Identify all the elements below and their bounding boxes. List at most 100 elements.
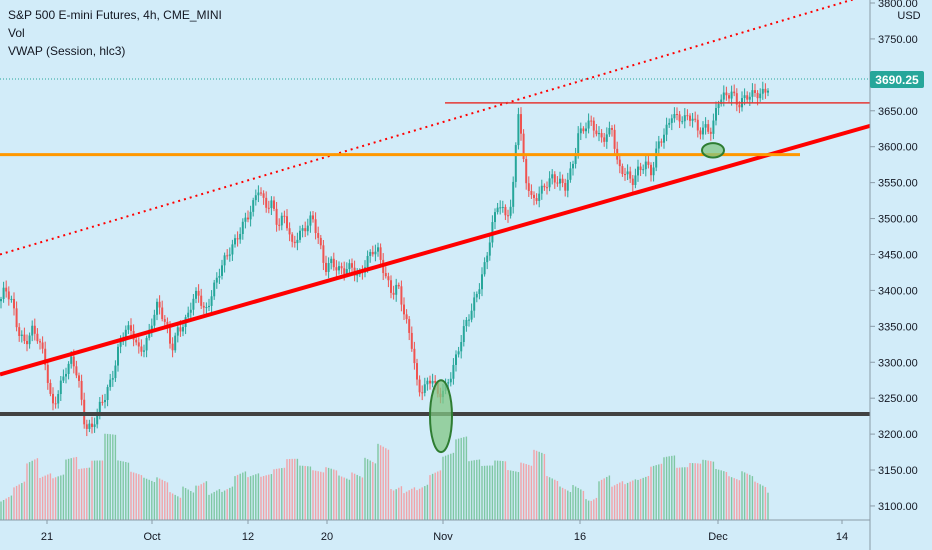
volume-bar	[140, 475, 143, 520]
candle-body	[512, 181, 515, 207]
volume-bar	[509, 470, 512, 520]
candle-body	[642, 169, 645, 171]
candle-body	[369, 251, 372, 256]
volume-bar	[314, 470, 317, 520]
volume-bar	[668, 456, 670, 520]
volume-bar	[346, 478, 348, 520]
candle-body	[559, 178, 561, 184]
candle-body	[579, 128, 582, 134]
candle-body	[65, 373, 67, 377]
candle-body	[629, 171, 632, 179]
candle-body	[192, 298, 195, 310]
y-tick-label: 3150.00	[878, 465, 918, 477]
price-axis[interactable]: 3800.003750.003700.003650.003600.003550.…	[870, 0, 918, 513]
candle-body	[293, 241, 296, 244]
candle-body	[403, 304, 405, 315]
volume-indicator-label[interactable]: Vol	[8, 26, 25, 40]
volume-bar	[125, 462, 127, 520]
candle-body	[743, 95, 746, 99]
candle-body	[387, 276, 390, 281]
volume-bar	[738, 480, 741, 520]
candle-body	[280, 215, 283, 226]
time-axis[interactable]: 21 Oct 12 20 Nov 16 Dec 14	[41, 520, 848, 543]
candle-body	[709, 131, 712, 134]
candle-body	[556, 182, 559, 184]
candle-body	[423, 384, 426, 393]
candle-body	[52, 393, 54, 404]
y-tick-label: 3100.00	[878, 501, 918, 513]
candle-body	[327, 263, 330, 272]
volume-bar	[736, 479, 738, 520]
candle-body	[707, 124, 710, 132]
volume-bar	[143, 477, 145, 520]
volume-bar	[369, 460, 371, 520]
currency-label: USD	[897, 10, 920, 22]
volume-bar	[463, 437, 465, 520]
volume-bar	[307, 466, 309, 520]
candle-body	[514, 145, 517, 182]
volume-bar	[374, 463, 377, 520]
volume-bar	[49, 473, 52, 520]
candle-body	[392, 292, 395, 295]
volume-bar	[590, 500, 592, 520]
volume-bar	[174, 494, 176, 520]
candle-body	[275, 208, 278, 225]
volume-bar	[712, 461, 715, 520]
volume-bar	[117, 460, 119, 520]
volume-bar	[697, 463, 699, 520]
volume-bar	[473, 460, 475, 520]
volume-bar	[704, 460, 707, 520]
volume-bar	[60, 475, 62, 520]
volume-bar	[158, 478, 161, 520]
candle-body	[592, 120, 595, 131]
volume-bar	[299, 465, 301, 520]
volume-bar	[754, 481, 756, 520]
candle-body	[483, 262, 486, 275]
candle-body	[720, 99, 723, 105]
x-tick-label: Dec	[708, 531, 728, 543]
volume-bars	[0, 433, 769, 520]
vwap-indicator-label[interactable]: VWAP (Session, hlc3)	[8, 44, 126, 58]
volume-bar	[522, 463, 525, 520]
volume-bar	[252, 475, 254, 520]
candle-body	[449, 378, 452, 383]
volume-bar	[694, 463, 696, 520]
volume-bar	[70, 458, 72, 520]
volume-bar	[164, 481, 166, 520]
candle-body	[156, 301, 158, 315]
volume-bar	[564, 489, 566, 520]
candle-body	[345, 269, 348, 275]
candle-body	[577, 133, 580, 154]
candle-body	[374, 251, 377, 255]
candle-body	[644, 161, 647, 170]
candle-body	[600, 133, 603, 138]
candle-body	[236, 238, 239, 240]
volume-bar	[226, 489, 228, 520]
volume-bar	[34, 459, 36, 520]
symbol-title[interactable]: S&P 500 E-mini Futures, 4h, CME_MINI	[8, 8, 222, 22]
x-tick-label: Nov	[433, 531, 453, 543]
candle-body	[182, 326, 184, 332]
volume-bar	[424, 486, 426, 520]
candle-body	[379, 247, 382, 260]
volume-bar	[767, 492, 769, 520]
volume-bar	[637, 479, 639, 520]
candle-body	[104, 400, 106, 403]
candle-body	[764, 88, 767, 93]
volume-bar	[647, 475, 650, 520]
candle-body	[647, 161, 650, 165]
candle-body	[733, 91, 736, 94]
volume-bar	[582, 490, 585, 520]
candle-body	[195, 290, 197, 299]
volume-bar	[502, 461, 504, 520]
volume-bar	[678, 467, 681, 520]
volume-bar	[99, 460, 101, 520]
volume-bar	[86, 467, 88, 520]
candle-body	[33, 325, 36, 334]
volume-bar	[153, 482, 156, 520]
candle-body	[356, 274, 359, 276]
volume-bar	[359, 476, 361, 520]
candle-body	[595, 130, 598, 135]
candle-body	[49, 382, 52, 394]
